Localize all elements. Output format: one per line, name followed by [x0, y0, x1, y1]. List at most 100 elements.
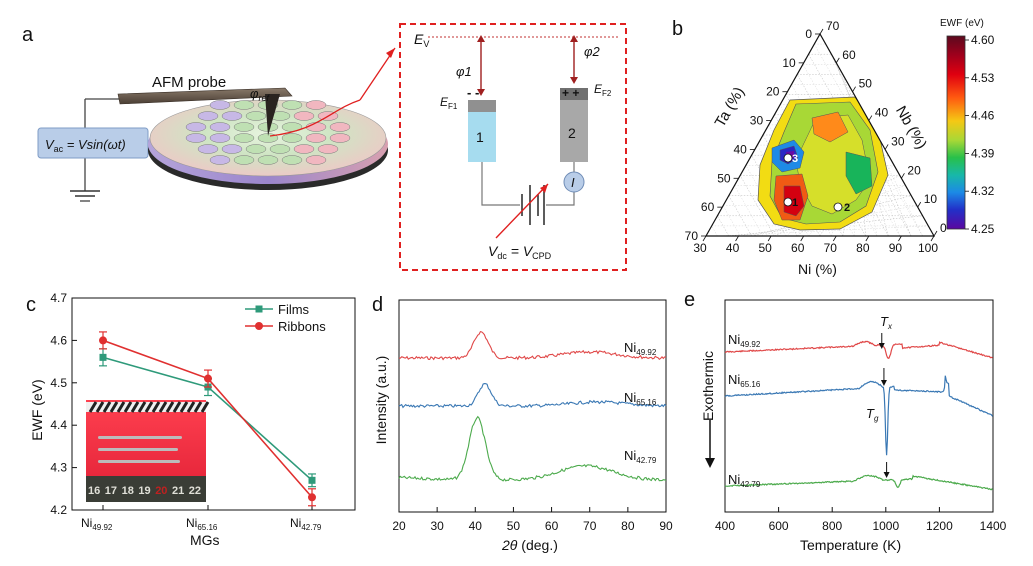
panel-d-xtick: 20 — [392, 519, 406, 533]
phi2-label: φ2 — [584, 44, 600, 59]
grid-line — [723, 205, 741, 237]
ribbon-photo-inset: 16 17 18 19 20 21 22 — [86, 400, 210, 502]
colorbar-title: EWF (eV) — [940, 18, 984, 29]
panel-d-xtick: 60 — [545, 519, 559, 533]
panel-c: c 4.2 4.3 4.4 4.5 4.6 4.7 Ni49.92 Ni65.16 Ni42.7… — [26, 291, 356, 548]
composition-point-3 — [783, 153, 793, 163]
panel-c-xtick: Ni42.79 — [290, 516, 322, 532]
ta-tick-label: 20 — [766, 85, 780, 99]
ni-tick-label: 50 — [758, 241, 772, 255]
ni-tick-label: 40 — [726, 241, 740, 255]
vdc-arrow — [495, 183, 549, 239]
nb-tick-label: 30 — [891, 134, 905, 148]
ni-tick-label: 70 — [824, 241, 838, 255]
ev-label: EV — [414, 31, 429, 49]
wafer-cell — [305, 155, 327, 165]
dsc-curve-label: Ni65.16 — [728, 372, 761, 389]
block-1-label: 1 — [476, 129, 484, 145]
panel-e-xtick: 600 — [769, 519, 789, 533]
panel-e-series: Ni49.92 Ni65.16 Ni42.79 Tx Tg — [724, 314, 994, 491]
nb-tick-label: 20 — [907, 163, 921, 177]
wafer-cell — [221, 144, 243, 154]
xrd-curve-label: Ni49.92 — [624, 340, 657, 357]
panel-e-xtick: 1400 — [980, 519, 1007, 533]
ruler-digits: 16 17 18 19 20 21 22 — [88, 485, 201, 497]
ruler-digit: 18 — [122, 485, 134, 497]
current-label: I — [571, 175, 575, 190]
dsc-curve-42.79 — [724, 474, 993, 491]
afm-probe-label: AFM probe — [152, 74, 226, 91]
wafer-cell — [257, 155, 279, 165]
panel-c-xlabel: MGs — [190, 532, 220, 548]
ta-tick-label: 0 — [805, 27, 812, 41]
colorbar-tick-label: 4.32 — [971, 184, 995, 198]
wafer-cell — [305, 122, 327, 132]
ni-axis-label: Ni (%) — [798, 261, 837, 277]
nb-tick-label: 60 — [842, 48, 856, 62]
panel-e-letter: e — [684, 289, 695, 311]
panel-c-ytick: 4.3 — [50, 461, 67, 475]
circuit-wire-left — [481, 162, 520, 206]
xrd-curve-42.79 — [398, 415, 667, 482]
panel-c-letter: c — [26, 294, 36, 316]
ruler-digit: 17 — [105, 485, 117, 497]
ni-tick-label: 60 — [791, 241, 805, 255]
nb-tick-label: 50 — [859, 77, 873, 91]
vac-label: Vac = Vsin(ωt) — [45, 137, 126, 154]
tg-label: Tg — [866, 406, 879, 423]
panel-c-ytick: 4.6 — [50, 333, 67, 347]
ruler-digit: 16 — [88, 485, 100, 497]
panel-c-xtick: Ni49.92 — [81, 516, 113, 532]
block-2-label: 2 — [568, 125, 576, 141]
panel-d-xlabel: 2θ (deg.) — [501, 537, 558, 553]
ta-tick-label: 30 — [750, 114, 764, 128]
panel-e: e 400 600 800 1000 1200 1400 Ni49.92Ni65.16Ni… — [684, 289, 1007, 553]
contour-high-ridge — [811, 111, 849, 143]
grid-line — [717, 215, 729, 237]
panel-c-ytick: 4.7 — [50, 291, 67, 305]
colorbar — [946, 35, 966, 230]
ruler-digit: 20 — [155, 485, 167, 497]
wafer-cell — [245, 144, 267, 154]
ruler-digit: 19 — [138, 485, 150, 497]
wafer-cell — [281, 155, 303, 165]
panel-c-ytick: 4.5 — [50, 376, 67, 390]
wafer-cell — [269, 144, 291, 154]
wafer-cell — [233, 133, 255, 143]
panel-d-axes: 20 30 40 50 60 70 80 90 — [392, 507, 673, 533]
ef1-label: EF1 — [440, 95, 458, 111]
wafer-cell — [293, 144, 315, 154]
panel-c-axes: 4.2 4.3 4.4 4.5 4.6 4.7 Ni49.92 Ni65.16 Ni42.79 — [50, 291, 322, 532]
ni-tick-label: 30 — [693, 241, 707, 255]
plus-signs: + + — [562, 86, 579, 100]
dsc-curve-label: Ni42.79 — [728, 472, 761, 489]
current-meter — [563, 171, 585, 193]
panel-a: a Vac = Vsin(ωt) AFM probe φref EV φ1 — [22, 23, 627, 271]
composition-point-2 — [833, 202, 843, 212]
ta-tick-label: 70 — [685, 229, 699, 243]
panel-e-xlabel: Temperature (K) — [800, 537, 901, 553]
panel-e-xtick: 1000 — [872, 519, 899, 533]
dsc-curve-65.16 — [724, 375, 994, 456]
xrd-curve-label: Ni65.16 — [624, 390, 657, 407]
vac-source-box — [37, 127, 149, 159]
wafer-cell — [305, 100, 327, 110]
nb-tick-label: 70 — [826, 19, 840, 33]
wafer-cell — [281, 133, 303, 143]
colorbar-tick-label: 4.25 — [971, 222, 995, 236]
panel-e-xtick: 800 — [822, 519, 842, 533]
wafer-cell — [233, 100, 255, 110]
contour-max-region — [783, 185, 805, 217]
data-point-ribbons — [99, 336, 107, 345]
panel-d-series: Ni49.92 Ni65.16 Ni42.79 — [398, 330, 667, 482]
ta-tick-label: 40 — [733, 142, 747, 156]
grid-line — [717, 225, 929, 237]
panel-e-ylabel: Exothermic — [700, 351, 716, 421]
panel-d-xtick: 50 — [507, 519, 521, 533]
ewf-contour-map — [757, 96, 889, 231]
phi1-label: φ1 — [456, 64, 472, 79]
panel-b-letter: b — [672, 18, 683, 40]
wafer-cell — [305, 133, 327, 143]
minus-signs: - - — [467, 85, 479, 100]
wafer-cell — [233, 155, 255, 165]
